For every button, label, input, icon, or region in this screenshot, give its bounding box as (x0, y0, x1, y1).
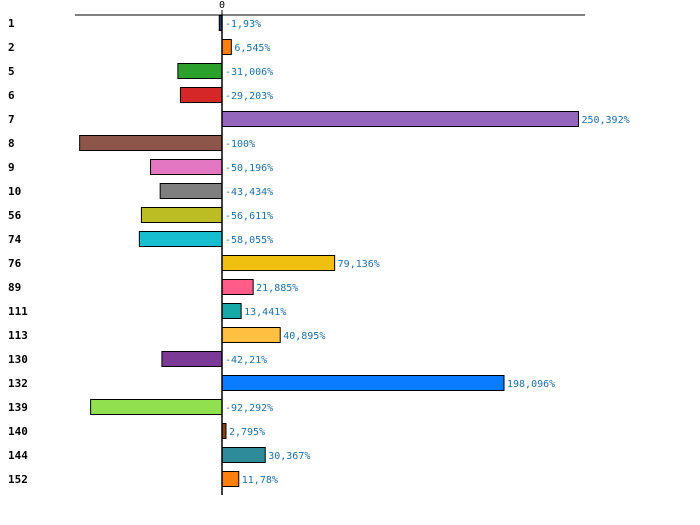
bar-89 (221, 279, 254, 295)
value-label-6: -29,203% (225, 91, 273, 102)
category-label-111: 111 (8, 305, 28, 318)
bar-2 (221, 39, 232, 55)
category-label-1: 1 (8, 17, 15, 30)
category-label-74: 74 (8, 233, 22, 246)
bar-56 (140, 207, 223, 223)
bar-152 (221, 471, 240, 487)
value-label-76: 79,136% (338, 259, 380, 270)
bar-8 (79, 135, 223, 151)
bar-10 (159, 183, 223, 199)
category-label-140: 140 (8, 425, 28, 438)
category-label-2: 2 (8, 41, 15, 54)
category-label-8: 8 (8, 137, 15, 150)
bar-139 (90, 399, 223, 415)
category-label-132: 132 (8, 377, 28, 390)
category-label-130: 130 (8, 353, 28, 366)
value-label-2: 6,545% (234, 43, 270, 54)
bar-130 (161, 351, 223, 367)
bar-7 (221, 111, 579, 127)
bar-74 (138, 231, 223, 247)
value-label-74: -58,055% (225, 235, 273, 246)
value-label-140: 2,795% (229, 427, 265, 438)
category-label-10: 10 (8, 185, 21, 198)
category-label-6: 6 (8, 89, 15, 102)
bar-5 (177, 63, 223, 79)
category-label-152: 152 (8, 473, 28, 486)
value-label-8: -100% (225, 139, 255, 150)
value-label-139: -92,292% (225, 403, 273, 414)
category-label-9: 9 (8, 161, 15, 174)
value-label-144: 30,367% (268, 451, 310, 462)
category-label-7: 7 (8, 113, 15, 126)
category-label-5: 5 (8, 65, 15, 78)
category-label-113: 113 (8, 329, 28, 342)
value-label-130: -42,21% (225, 355, 267, 366)
category-label-144: 144 (8, 449, 28, 462)
value-label-89: 21,885% (256, 283, 298, 294)
value-label-1: -1,93% (225, 19, 261, 30)
value-label-9: -50,196% (225, 163, 273, 174)
value-label-111: 13,441% (244, 307, 286, 318)
bar-9 (150, 159, 223, 175)
bar-132 (221, 375, 505, 391)
category-label-89: 89 (8, 281, 21, 294)
bar-76 (221, 255, 336, 271)
category-label-139: 139 (8, 401, 28, 414)
category-label-56: 56 (8, 209, 22, 222)
bar-6 (179, 87, 223, 103)
bar-111 (221, 303, 242, 319)
bar-144 (221, 447, 266, 463)
bar-113 (221, 327, 281, 343)
value-label-56: -56,611% (225, 211, 273, 222)
value-label-5: -31,006% (225, 67, 273, 78)
value-label-113: 40,895% (283, 331, 325, 342)
value-label-10: -43,434% (225, 187, 273, 198)
value-label-7: 250,392% (581, 115, 629, 126)
value-label-132: 198,096% (507, 379, 555, 390)
category-label-76: 76 (8, 257, 22, 270)
value-label-152: 11,78% (242, 475, 278, 486)
zero-tick-label: 0 (219, 0, 225, 11)
